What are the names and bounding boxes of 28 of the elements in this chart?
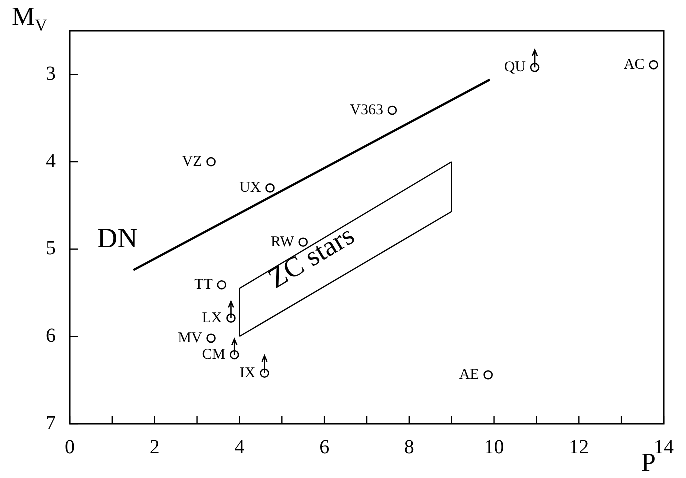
x-tick-label: 10 xyxy=(484,436,504,458)
y-tick-label: 7 xyxy=(46,412,56,434)
data-label: MV xyxy=(178,330,202,346)
data-label: V363 xyxy=(350,102,384,118)
x-tick-label: 4 xyxy=(234,436,245,458)
data-label: VZ xyxy=(182,154,202,170)
data-label: TT xyxy=(194,277,213,294)
data-label: LX xyxy=(202,310,222,326)
x-tick-label: 0 xyxy=(65,436,75,458)
x-tick-label: 12 xyxy=(569,436,590,458)
y-tick-label: 4 xyxy=(46,150,56,172)
data-label: UX xyxy=(240,180,262,196)
x-tick-label: 6 xyxy=(320,436,330,458)
x-axis-title: P xyxy=(642,448,656,478)
x-tick-label: 2 xyxy=(150,436,160,458)
data-label: QU xyxy=(504,60,526,76)
data-label: AC xyxy=(624,56,645,73)
x-tick-label: 8 xyxy=(404,436,414,458)
data-label: CM xyxy=(202,346,226,363)
y-tick-label: 6 xyxy=(46,324,56,347)
data-label: IX xyxy=(240,365,256,382)
y-tick-label: 5 xyxy=(46,238,56,260)
data-label: RW xyxy=(271,234,296,250)
y-tick-label: 3 xyxy=(46,62,56,85)
y-axis-title: M$_{V}$ xyxy=(12,2,48,36)
data-label: AE xyxy=(459,367,480,384)
x-tick-label: 14 xyxy=(654,436,674,458)
series-label: DN xyxy=(97,224,138,255)
